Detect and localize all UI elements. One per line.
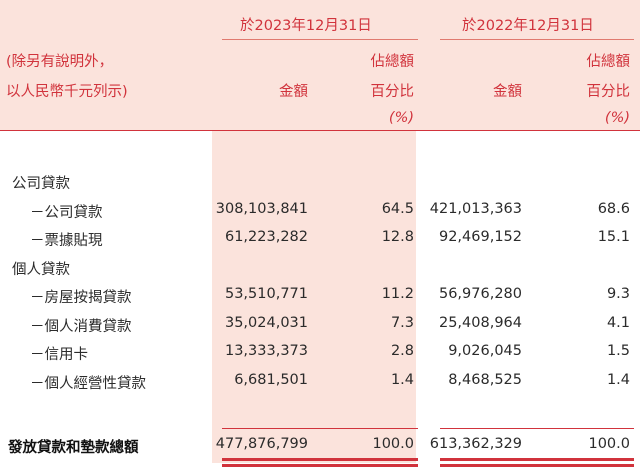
- total-label: 發放貸款和墊款總額: [8, 440, 139, 456]
- pct-2022: 4.1: [606, 315, 630, 331]
- row-label: －房屋按揭貸款: [30, 290, 132, 306]
- note-line-2: 以人民幣千元列示): [6, 84, 128, 100]
- col-amount-2023: 金額: [279, 84, 308, 100]
- total-amount-2023: 477,876,799: [215, 436, 308, 452]
- row-label: －信用卡: [30, 347, 88, 363]
- pct-2023: 12.8: [381, 229, 414, 245]
- amount-2023: 53,510,771: [224, 286, 308, 302]
- row-label: 公司貸款: [12, 176, 70, 192]
- col-pct-2023-line1: 佔總額: [370, 54, 415, 70]
- amount-2022: 25,408,964: [438, 315, 522, 331]
- pct-2022: 68.6: [597, 201, 630, 217]
- amount-2022: 56,976,280: [438, 286, 522, 302]
- row-label: －個人消費貸款: [30, 319, 132, 335]
- amount-2023: 6,681,501: [234, 372, 308, 388]
- pct-2023: 1.4: [390, 372, 414, 388]
- note-line-1: (除另有說明外，: [6, 54, 114, 70]
- total-pct-2023: 100.0: [372, 436, 414, 452]
- period-2023-heading: 於2023年12月31日: [240, 18, 372, 34]
- header-bottom-rule: [0, 130, 640, 131]
- pct-2022: 9.3: [606, 286, 630, 302]
- amount-2023: 61,223,282: [224, 229, 308, 245]
- total-top-rule-2022: [440, 428, 634, 429]
- amount-2023: 35,024,031: [224, 315, 308, 331]
- column-2023-shade: [212, 131, 416, 463]
- col-pct-2022-line2: 百分比: [586, 84, 631, 100]
- amount-2023: 13,333,373: [224, 343, 308, 359]
- pct-unit-2023: (%): [388, 110, 414, 126]
- amount-2022: 92,469,152: [438, 229, 522, 245]
- total-double-rule-2023-a: [222, 458, 418, 461]
- total-amount-2022: 613,362,329: [429, 436, 522, 452]
- total-top-rule-2023: [222, 428, 418, 429]
- pct-2023: 64.5: [381, 201, 414, 217]
- row-label: 個人貸款: [12, 262, 70, 278]
- amount-2022: 9,026,045: [448, 343, 522, 359]
- period-2022-rule: [440, 39, 634, 40]
- total-pct-2022: 100.0: [588, 436, 630, 452]
- total-double-rule-2023-b: [222, 464, 418, 467]
- col-pct-2023-line2: 百分比: [370, 84, 415, 100]
- col-pct-2022-line1: 佔總額: [586, 54, 631, 70]
- header-band: [0, 0, 640, 131]
- period-2023-rule: [222, 39, 418, 40]
- period-2022-heading: 於2022年12月31日: [462, 18, 594, 34]
- amount-2022: 8,468,525: [448, 372, 522, 388]
- amount-2022: 421,013,363: [429, 201, 522, 217]
- col-amount-2022: 金額: [493, 84, 522, 100]
- pct-2022: 1.5: [606, 343, 630, 359]
- row-label: －個人經營性貸款: [30, 376, 146, 392]
- row-label: －票據貼現: [30, 233, 103, 249]
- row-label: －公司貸款: [30, 205, 103, 221]
- pct-2022: 1.4: [606, 372, 630, 388]
- total-double-rule-2022-a: [440, 458, 634, 461]
- total-double-rule-2022-b: [440, 464, 634, 467]
- pct-2023: 2.8: [390, 343, 414, 359]
- pct-2023: 7.3: [390, 315, 414, 331]
- pct-2022: 15.1: [597, 229, 630, 245]
- pct-2023: 11.2: [381, 286, 414, 302]
- pct-unit-2022: (%): [604, 110, 630, 126]
- amount-2023: 308,103,841: [215, 201, 308, 217]
